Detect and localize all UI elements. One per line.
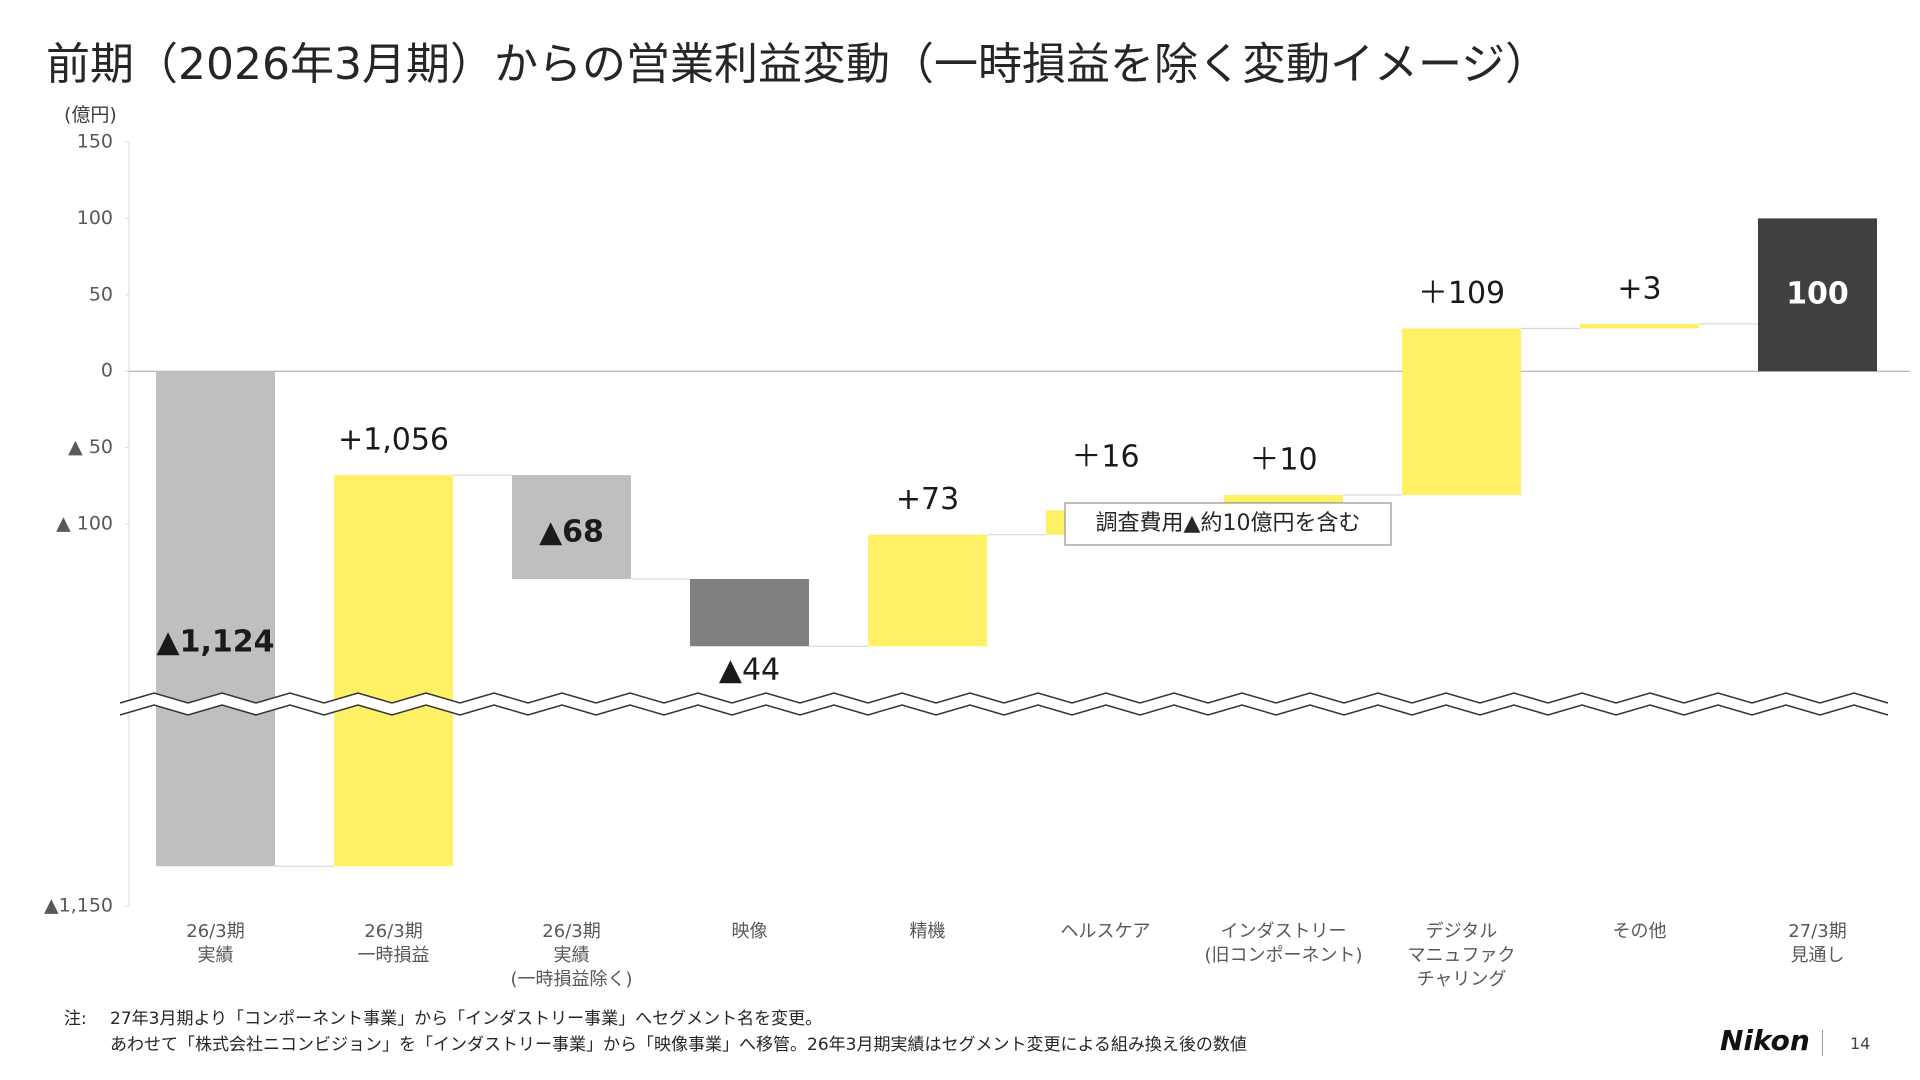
value-label: +1,056 (338, 423, 449, 458)
bar (1758, 218, 1877, 372)
axis-break-line (119, 692, 1889, 704)
x-tick-label: ヘルスケア (1060, 921, 1151, 942)
value-label: ＋109 (1418, 276, 1505, 311)
value-label: ＋10 (1249, 442, 1317, 477)
footnote-line: 27年3月期より「コンポーネント事業」から「インダストリー事業」へセグメント名を… (110, 1009, 823, 1029)
footnote-line: あわせて「株式会社ニコンビジョン」を「インダストリー事業」から「映像事業」へ移管… (110, 1035, 1247, 1055)
footnote-prefix: 注: (64, 1009, 87, 1029)
x-tick-label: 26/3期 実績 (186, 921, 245, 966)
bar (690, 579, 809, 647)
y-axis-label: (億円) (64, 104, 117, 126)
x-tick-label: デジタル マニュファク チャリング (1407, 921, 1516, 990)
y-tick-label: 0 (101, 360, 113, 382)
y-tick-label: ▲ 50 (68, 436, 113, 458)
axis-break-line (119, 704, 1889, 716)
title: 前期（2026年3月期）からの営業利益変動（一時損益を除く変動イメージ） (46, 39, 1550, 90)
page-number: 14 (1850, 1034, 1871, 1053)
x-tick-label: その他 (1612, 921, 1667, 942)
x-tick-label: 映像 (731, 921, 768, 942)
y-tick-label: 50 (89, 283, 113, 305)
value-label: +73 (896, 482, 959, 517)
y-tick-label: ▲ 100 (56, 513, 113, 535)
value-label: ▲1,124 (157, 625, 275, 660)
y-tick-label: 150 (77, 131, 113, 153)
bar (156, 371, 275, 867)
bar (868, 534, 987, 647)
y-tick-label: ▲1,150 (44, 895, 113, 917)
value-label: 100 (1786, 276, 1849, 311)
value-label: ▲68 (539, 515, 604, 550)
value-label: ＋16 (1071, 440, 1139, 475)
bar (1580, 323, 1699, 329)
x-tick-label: インダストリー (旧コンポーネント) (1204, 921, 1363, 966)
logo: Nikon (1720, 1024, 1810, 1057)
annotation: 調査費用▲約10億円を含む (1096, 511, 1361, 536)
x-tick-label: 27/3期 見通し (1788, 921, 1847, 966)
y-tick-label: 100 (77, 207, 113, 229)
x-tick-label: 26/3期 実績 (一時損益除く) (510, 921, 633, 990)
x-tick-label: 精機 (909, 921, 946, 942)
annotation-box (1064, 502, 1392, 546)
value-label: ▲44 (719, 653, 780, 688)
value-label: +3 (1617, 271, 1661, 306)
divider (1822, 1030, 1823, 1056)
axis-break-band (120, 693, 1888, 715)
bar (1402, 328, 1521, 495)
x-tick-label: 26/3期 一時損益 (357, 921, 430, 966)
bar (334, 475, 453, 867)
bar (512, 475, 631, 580)
